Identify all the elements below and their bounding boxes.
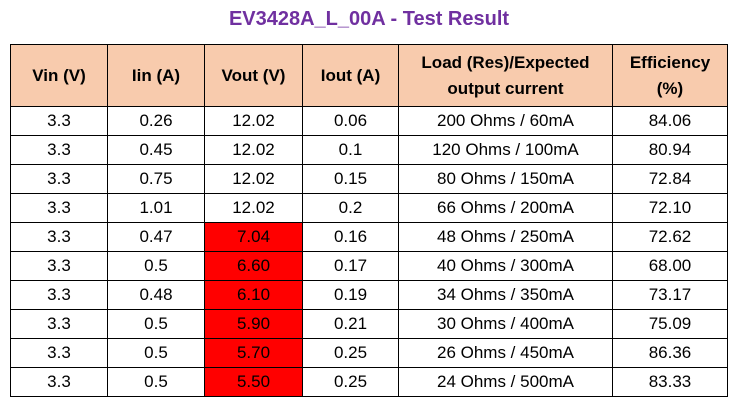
cell: 12.02 bbox=[204, 193, 303, 223]
cell: 75.09 bbox=[612, 309, 728, 339]
cell: 84.06 bbox=[612, 106, 728, 136]
data-row: 3.3 0.26 12.02 0.06 200 Ohms / 60mA 84.06 bbox=[10, 106, 728, 136]
cell: 3.3 bbox=[10, 193, 108, 223]
cell: 3.3 bbox=[10, 106, 108, 136]
cell: 3.3 bbox=[10, 309, 108, 339]
cell: 0.19 bbox=[302, 280, 399, 310]
cell: 0.1 bbox=[302, 135, 399, 165]
cell: 0.26 bbox=[107, 106, 205, 136]
header-text: Iin (A) bbox=[131, 65, 181, 85]
header-cell: Vin (V) bbox=[10, 44, 108, 107]
cell: 86.36 bbox=[612, 338, 728, 368]
cell: 0.15 bbox=[302, 164, 399, 194]
cell: 1.01 bbox=[107, 193, 205, 223]
cell: 3.3 bbox=[10, 135, 108, 165]
cell: 68.00 bbox=[612, 251, 728, 281]
cell: 66 Ohms / 200mA bbox=[398, 193, 613, 223]
cell: 72.84 bbox=[612, 164, 728, 194]
cell: 0.25 bbox=[302, 367, 399, 397]
cell: 6.60 bbox=[204, 251, 303, 281]
cell: 5.50 bbox=[204, 367, 303, 397]
cell: 0.16 bbox=[302, 222, 399, 252]
cell: 80 Ohms / 150mA bbox=[398, 164, 613, 194]
data-row: 3.3 1.01 12.02 0.2 66 Ohms / 200mA 72.10 bbox=[10, 193, 728, 223]
cell: 0.5 bbox=[107, 251, 205, 281]
cell: 6.10 bbox=[204, 280, 303, 310]
cell: 3.3 bbox=[10, 338, 108, 368]
cell: 7.04 bbox=[204, 222, 303, 252]
cell: 12.02 bbox=[204, 164, 303, 194]
cell: 73.17 bbox=[612, 280, 728, 310]
cell: 72.10 bbox=[612, 193, 728, 223]
data-row: 3.3 0.47 7.04 0.16 48 Ohms / 250mA 72.62 bbox=[10, 222, 728, 252]
cell: 0.75 bbox=[107, 164, 205, 194]
cell: 3.3 bbox=[10, 222, 108, 252]
cell: 12.02 bbox=[204, 135, 303, 165]
cell: 3.3 bbox=[10, 367, 108, 397]
data-row: 3.3 0.5 5.50 0.25 24 Ohms / 500mA 83.33 bbox=[10, 367, 728, 397]
cell: 34 Ohms / 350mA bbox=[398, 280, 613, 310]
header-cell: Iout (A) bbox=[302, 44, 399, 107]
cell: 0.17 bbox=[302, 251, 399, 281]
header-cell: Vout (V) bbox=[204, 44, 303, 107]
cell: 0.5 bbox=[107, 309, 205, 339]
header-text: Load (Res)/Expected output current bbox=[421, 52, 590, 98]
header-cell: Iin (A) bbox=[107, 44, 205, 107]
cell: 0.47 bbox=[107, 222, 205, 252]
cell: 5.70 bbox=[204, 338, 303, 368]
cell: 12.02 bbox=[204, 106, 303, 136]
cell: 0.25 bbox=[302, 338, 399, 368]
header-cell: Load (Res)/Expected output current bbox=[398, 44, 613, 107]
cell: 5.90 bbox=[204, 309, 303, 339]
data-row: 3.3 0.5 5.70 0.25 26 Ohms / 450mA 86.36 bbox=[10, 338, 728, 368]
title: EV3428A_L_00A - Test Result bbox=[228, 8, 510, 30]
cell: 24 Ohms / 500mA bbox=[398, 367, 613, 397]
header-cell: Efficiency (%) bbox=[612, 44, 728, 107]
cell: 0.5 bbox=[107, 338, 205, 368]
cell: 72.62 bbox=[612, 222, 728, 252]
cell: 0.45 bbox=[107, 135, 205, 165]
header-text: Vout (V) bbox=[221, 65, 286, 85]
results-table: Vin (V) Iin (A) Vout (V) Iout (A) Load (Res)… bbox=[10, 44, 728, 397]
cell: 0.21 bbox=[302, 309, 399, 339]
cell: 26 Ohms / 450mA bbox=[398, 338, 613, 368]
cell: 83.33 bbox=[612, 367, 728, 397]
data-row: 3.3 0.5 6.60 0.17 40 Ohms / 300mA 68.00 bbox=[10, 251, 728, 281]
cell: 0.5 bbox=[107, 367, 205, 397]
data-row: 3.3 0.48 6.10 0.19 34 Ohms / 350mA 73.17 bbox=[10, 280, 728, 310]
cell: 40 Ohms / 300mA bbox=[398, 251, 613, 281]
cell: 30 Ohms / 400mA bbox=[398, 309, 613, 339]
cell: 0.2 bbox=[302, 193, 399, 223]
data-row: 3.3 0.75 12.02 0.15 80 Ohms / 150mA 72.84 bbox=[10, 164, 728, 194]
cell: 48 Ohms / 250mA bbox=[398, 222, 613, 252]
cell: 0.48 bbox=[107, 280, 205, 310]
header-row: Vin (V) Iin (A) Vout (V) Iout (A) Load (Res)… bbox=[10, 44, 728, 107]
header-text: Efficiency (%) bbox=[629, 52, 711, 98]
cell: 120 Ohms / 100mA bbox=[398, 135, 613, 165]
cell: 3.3 bbox=[10, 280, 108, 310]
data-row: 3.3 0.45 12.02 0.1 120 Ohms / 100mA 80.94 bbox=[10, 135, 728, 165]
cell: 80.94 bbox=[612, 135, 728, 165]
data-row: 3.3 0.5 5.90 0.21 30 Ohms / 400mA 75.09 bbox=[10, 309, 728, 339]
cell: 3.3 bbox=[10, 164, 108, 194]
cell: 200 Ohms / 60mA bbox=[398, 106, 613, 136]
cell: 3.3 bbox=[10, 251, 108, 281]
header-text: Vin (V) bbox=[32, 65, 86, 85]
cell: 0.06 bbox=[302, 106, 399, 136]
header-text: Iout (A) bbox=[320, 65, 381, 85]
